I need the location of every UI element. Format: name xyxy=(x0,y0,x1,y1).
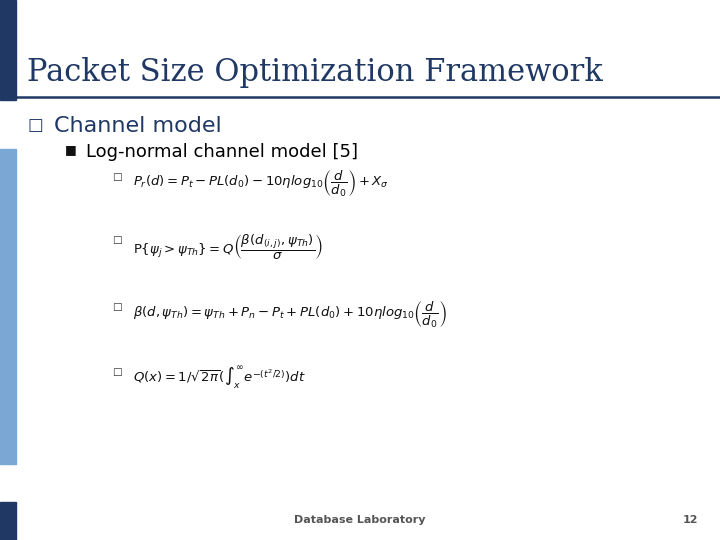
Text: $Q(x) = 1/\sqrt{2\pi}(\int_x^{\infty} e^{-(t^2/2)})dt$: $Q(x) = 1/\sqrt{2\pi}(\int_x^{\infty} e^… xyxy=(133,364,306,391)
Text: □: □ xyxy=(112,235,122,245)
Bar xyxy=(0,0,16,100)
Text: $P_r(d) = P_t - PL(d_0) - 10\eta log_{10}\left(\dfrac{d}{d_0}\right) + X_{\sigma: $P_r(d) = P_t - PL(d_0) - 10\eta log_{10… xyxy=(133,169,390,199)
Text: □: □ xyxy=(112,302,122,313)
Text: 12: 12 xyxy=(683,515,698,525)
Bar xyxy=(0,502,16,540)
Text: □: □ xyxy=(112,172,122,182)
Text: Channel model: Channel model xyxy=(54,116,222,136)
Text: ■: ■ xyxy=(65,143,76,156)
Text: Packet Size Optimization Framework: Packet Size Optimization Framework xyxy=(27,57,603,87)
Text: $\mathrm{P}\{\psi_j > \psi_{Th}\} = Q\left(\dfrac{\beta(d_{(i,j)}, \psi_{Th})}{\: $\mathrm{P}\{\psi_j > \psi_{Th}\} = Q\le… xyxy=(133,232,323,261)
Bar xyxy=(0,148,16,464)
Text: $\beta(d, \psi_{Th}) = \psi_{Th} + P_n - P_t + PL(d_0) + 10\eta log_{10}\left(\d: $\beta(d, \psi_{Th}) = \psi_{Th} + P_n -… xyxy=(133,300,447,330)
Text: Database Laboratory: Database Laboratory xyxy=(294,515,426,525)
Text: □: □ xyxy=(112,367,122,377)
Text: Log-normal channel model [5]: Log-normal channel model [5] xyxy=(86,143,359,161)
Text: □: □ xyxy=(27,116,43,134)
